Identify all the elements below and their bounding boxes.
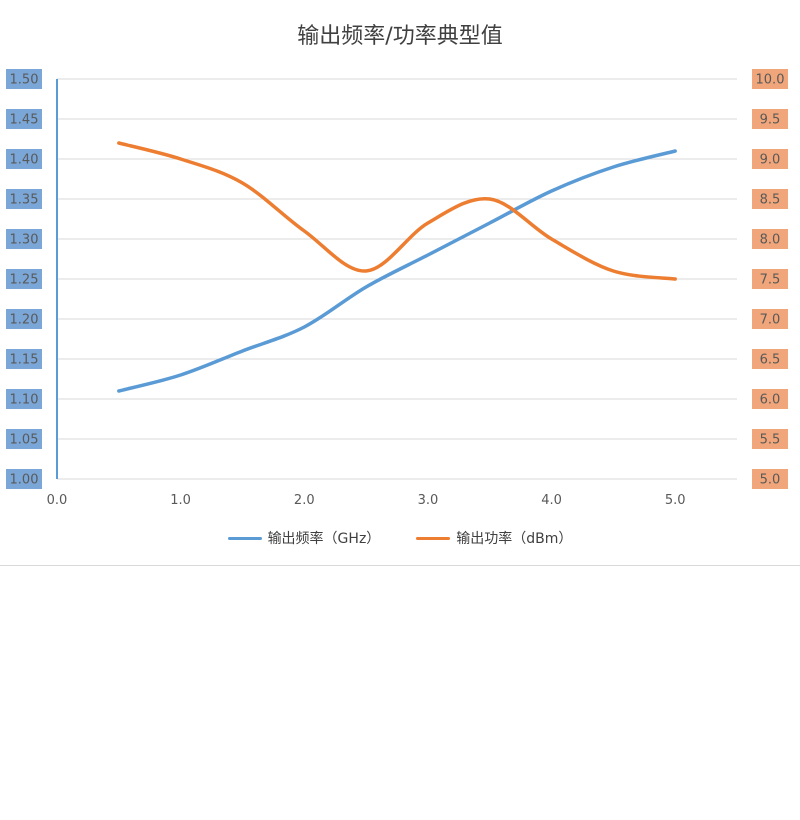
data-point-power bbox=[488, 198, 491, 201]
y-right-tick-label: 7.5 bbox=[760, 273, 781, 288]
y-right-tick-label: 5.0 bbox=[760, 473, 781, 488]
y-left-tick-bg bbox=[6, 189, 42, 209]
y-right-tick-bg bbox=[752, 269, 788, 289]
y-left-tick-bg bbox=[6, 349, 42, 369]
data-point-frequency bbox=[550, 190, 553, 193]
y-right-tick-label: 9.5 bbox=[760, 113, 781, 128]
y-right-tick-bg bbox=[752, 469, 788, 489]
y-right-tick-bg bbox=[752, 309, 788, 329]
y-right-tick-bg bbox=[752, 149, 788, 169]
y-right-tick-label: 9.0 bbox=[760, 153, 781, 168]
x-tick-label: 2.0 bbox=[294, 493, 315, 508]
x-tick-label: 0.0 bbox=[47, 493, 68, 508]
y-left-tick-bg bbox=[6, 109, 42, 129]
data-point-power bbox=[365, 270, 368, 273]
y-right-tick-bg bbox=[752, 189, 788, 209]
y-right-tick-label: 8.5 bbox=[760, 193, 781, 208]
y-right-tick-label: 10.0 bbox=[756, 73, 785, 88]
data-point-power bbox=[612, 270, 615, 273]
x-tick-label: 1.0 bbox=[170, 493, 191, 508]
data-point-power bbox=[117, 142, 120, 145]
y-left-tick-label: 1.10 bbox=[10, 393, 39, 408]
legend-item-frequency: 输出频率（GHz） bbox=[227, 528, 381, 548]
data-point-power bbox=[426, 222, 429, 225]
chart-plot: 1.00 1.05 1.10 1.15 1.20 1.25 1.30 1.35 1.40 1.45… bbox=[6, 69, 788, 508]
y-left-tick-bg bbox=[6, 309, 42, 329]
y-right-tick-bg bbox=[752, 109, 788, 129]
y-left-tick-bg bbox=[6, 389, 42, 409]
y-left-tick-bg bbox=[6, 469, 42, 489]
legend: 输出频率（GHz） 输出功率（dBm） bbox=[0, 528, 800, 548]
data-point-power bbox=[179, 158, 182, 161]
y-left-tick-label: 1.20 bbox=[10, 313, 39, 328]
y-left-tick-bg bbox=[6, 149, 42, 169]
data-point-power bbox=[303, 230, 306, 233]
data-point-frequency bbox=[179, 374, 182, 377]
y-right-tick-label: 6.5 bbox=[760, 353, 781, 368]
y-right-tick-label: 8.0 bbox=[760, 233, 781, 248]
x-tick-label: 3.0 bbox=[418, 493, 439, 508]
series-line-power bbox=[117, 141, 677, 281]
y-left-tick-bg bbox=[6, 269, 42, 289]
data-point-power bbox=[674, 278, 677, 281]
data-point-frequency bbox=[117, 390, 120, 393]
legend-label-frequency: 输出频率（GHz） bbox=[267, 531, 381, 547]
y-left-tick-label: 1.00 bbox=[10, 473, 39, 488]
y-right-tick-bg bbox=[752, 229, 788, 249]
y-left-tick-bg bbox=[6, 229, 42, 249]
y-left-tick-bg bbox=[6, 69, 42, 89]
y-right-tick-label: 5.5 bbox=[760, 433, 781, 448]
legend-swatch-frequency bbox=[227, 536, 262, 540]
legend-label-power: 输出功率（dBm） bbox=[456, 531, 573, 547]
data-point-frequency bbox=[674, 150, 677, 153]
data-point-frequency bbox=[488, 222, 491, 225]
data-point-frequency bbox=[303, 326, 306, 329]
data-point-power bbox=[241, 182, 244, 185]
y-left-tick-label: 1.50 bbox=[10, 73, 39, 88]
y-left-tick-label: 1.30 bbox=[10, 233, 39, 248]
data-point-frequency bbox=[365, 286, 368, 289]
y-left-tick-label: 1.35 bbox=[10, 193, 39, 208]
y-left-tick-label: 1.45 bbox=[10, 113, 39, 128]
y-left-tick-label: 1.40 bbox=[10, 153, 39, 168]
x-tick-label: 5.0 bbox=[665, 493, 686, 508]
y-right-tick-bg bbox=[752, 389, 788, 409]
legend-item-power: 输出功率（dBm） bbox=[416, 528, 572, 548]
data-point-frequency bbox=[426, 254, 429, 257]
y-left-tick-label: 1.05 bbox=[10, 433, 39, 448]
legend-swatch-power bbox=[416, 536, 451, 540]
data-point-frequency bbox=[612, 166, 615, 169]
y-left-tick-label: 1.25 bbox=[10, 273, 39, 288]
y-right-tick-bg bbox=[752, 349, 788, 369]
x-tick-label: 4.0 bbox=[541, 493, 562, 508]
data-point-power bbox=[550, 238, 553, 241]
y-left-tick-bg bbox=[6, 429, 42, 449]
chart-container: 输出频率/功率典型值 1.00 1.05 1.10 1.15 1.20 1.25 1.30 1… bbox=[0, 24, 800, 566]
data-point-frequency bbox=[241, 350, 244, 353]
series-line-frequency bbox=[117, 149, 677, 393]
y-right-tick-label: 6.0 bbox=[760, 393, 781, 408]
y-right-tick-bg bbox=[752, 429, 788, 449]
y-left-tick-label: 1.15 bbox=[10, 353, 39, 368]
y-right-tick-bg bbox=[752, 69, 788, 89]
y-right-tick-label: 7.0 bbox=[760, 313, 781, 328]
chart-title: 输出频率/功率典型值 bbox=[297, 24, 503, 49]
